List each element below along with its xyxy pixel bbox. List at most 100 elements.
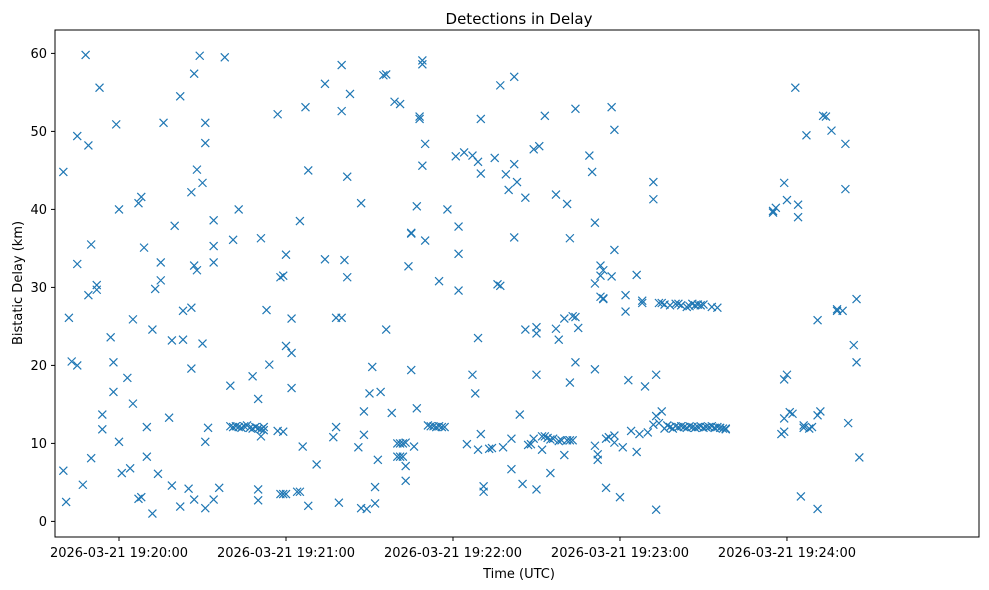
data-point bbox=[648, 177, 658, 187]
data-point bbox=[390, 97, 399, 107]
data-point bbox=[509, 72, 519, 82]
data-point bbox=[359, 406, 369, 416]
data-point bbox=[813, 504, 823, 514]
data-point bbox=[852, 357, 861, 367]
data-point bbox=[590, 441, 600, 451]
data-point bbox=[601, 434, 611, 444]
data-point bbox=[512, 177, 522, 187]
data-point bbox=[779, 375, 789, 384]
data-point bbox=[676, 300, 686, 310]
data-point bbox=[565, 435, 575, 445]
data-point bbox=[150, 284, 160, 294]
data-point bbox=[320, 254, 330, 264]
data-point bbox=[621, 307, 630, 317]
data-point bbox=[200, 503, 210, 513]
data-point bbox=[192, 265, 202, 275]
data-point bbox=[278, 489, 288, 499]
data-point bbox=[253, 495, 263, 505]
y-tick-label: 30 bbox=[30, 281, 47, 296]
data-point bbox=[134, 494, 143, 504]
data-point bbox=[609, 125, 619, 135]
data-point bbox=[540, 431, 550, 441]
data-point bbox=[468, 370, 477, 380]
data-point bbox=[417, 55, 427, 65]
data-point bbox=[256, 431, 266, 441]
data-point bbox=[186, 187, 196, 197]
data-point bbox=[662, 421, 672, 430]
data-point bbox=[532, 322, 541, 332]
data-point bbox=[395, 99, 405, 109]
data-point bbox=[303, 501, 313, 511]
data-point bbox=[782, 195, 792, 205]
chart-title: Detections in Delay bbox=[446, 10, 593, 28]
data-point bbox=[167, 481, 177, 490]
data-point bbox=[532, 484, 541, 494]
data-point bbox=[292, 487, 302, 497]
data-point bbox=[813, 315, 823, 325]
data-point bbox=[164, 413, 174, 423]
data-point bbox=[651, 505, 661, 515]
data-point bbox=[607, 272, 617, 281]
data-point bbox=[470, 389, 480, 398]
data-point bbox=[518, 479, 527, 489]
data-point bbox=[404, 261, 413, 271]
data-point bbox=[192, 165, 202, 175]
data-point bbox=[587, 167, 597, 177]
data-point bbox=[156, 275, 166, 285]
data-point bbox=[534, 141, 544, 151]
data-point bbox=[81, 50, 91, 60]
data-point bbox=[690, 423, 700, 433]
data-point bbox=[590, 218, 600, 228]
data-point bbox=[712, 303, 722, 313]
data-point bbox=[568, 435, 578, 445]
data-point bbox=[462, 439, 472, 449]
data-point bbox=[287, 348, 296, 358]
data-point bbox=[623, 375, 633, 385]
data-point bbox=[609, 245, 619, 255]
data-point bbox=[334, 498, 344, 508]
data-point bbox=[520, 325, 530, 334]
data-point bbox=[648, 194, 658, 204]
data-point bbox=[551, 190, 561, 200]
y-axis-label: Bistatic Delay (km) bbox=[11, 221, 26, 345]
data-point bbox=[804, 424, 814, 434]
data-point bbox=[838, 306, 848, 316]
data-point bbox=[175, 91, 185, 101]
data-point bbox=[409, 442, 419, 451]
data-point bbox=[178, 306, 188, 316]
data-point bbox=[189, 495, 199, 504]
data-point bbox=[95, 83, 104, 93]
data-point bbox=[637, 296, 647, 306]
data-point bbox=[147, 325, 157, 334]
data-point bbox=[401, 461, 411, 471]
data-point bbox=[214, 483, 224, 493]
data-point bbox=[239, 421, 249, 431]
data-point bbox=[437, 422, 447, 432]
data-point bbox=[559, 450, 569, 460]
y-tick-label: 50 bbox=[30, 125, 47, 140]
data-point bbox=[651, 411, 661, 421]
data-point bbox=[615, 492, 625, 502]
data-point bbox=[484, 444, 494, 454]
data-point bbox=[337, 106, 347, 116]
data-point bbox=[122, 373, 132, 383]
x-tick-label: 2026-03-21 19:23:00 bbox=[551, 546, 689, 561]
x-tick-label: 2026-03-21 19:20:00 bbox=[50, 546, 188, 561]
plot-frame bbox=[54, 29, 980, 538]
data-point bbox=[451, 151, 461, 161]
data-point bbox=[648, 420, 658, 430]
data-point bbox=[568, 311, 578, 321]
data-point bbox=[58, 167, 68, 177]
data-point bbox=[303, 165, 313, 175]
data-point bbox=[209, 495, 219, 504]
data-point bbox=[676, 421, 686, 431]
data-point bbox=[83, 290, 93, 300]
data-point bbox=[401, 476, 411, 486]
data-point bbox=[106, 332, 116, 342]
data-point bbox=[114, 204, 124, 214]
data-point bbox=[632, 447, 642, 457]
data-point bbox=[139, 243, 149, 253]
data-point bbox=[654, 298, 664, 308]
data-point bbox=[273, 109, 283, 119]
data-point bbox=[476, 169, 486, 178]
